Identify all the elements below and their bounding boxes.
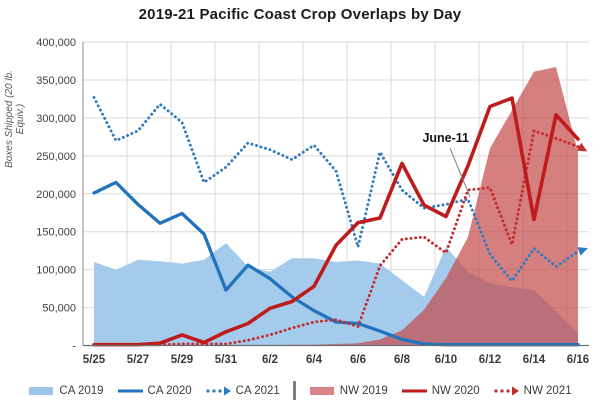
x-axis-labels: 5/25 5/27 5/29 5/31 6/2 6/4 6/6 6/8 6/10 6/12 6/14…	[83, 354, 589, 366]
area-swatch-rect	[29, 386, 54, 395]
area-swatch-icon	[29, 386, 54, 395]
y-tick-label: 200,000	[36, 189, 76, 201]
legend-item-ca-2021: CA 2021	[205, 385, 280, 397]
area-NW-2019	[94, 67, 578, 346]
line-swatch-icon	[401, 389, 427, 392]
y-tick-label: 300,000	[36, 113, 76, 125]
legend-arrow-icon	[223, 386, 231, 395]
legend-item-ca-2020: CA 2020	[117, 385, 192, 397]
legend-divider	[292, 381, 296, 400]
ca-2021-arrow-icon	[577, 247, 588, 256]
x-tick-label: 6/10	[435, 354, 457, 366]
line-NW-2020	[92, 96, 580, 347]
dot	[206, 388, 210, 393]
x-tick-label: 5/29	[171, 354, 193, 366]
line-NW-2021	[92, 129, 580, 347]
dotted-line-swatch-icon	[494, 386, 519, 395]
x-tick-label: 6/4	[306, 354, 323, 366]
legend-item-nw-2020: NW 2020	[401, 385, 480, 397]
legend-item-label: CA 2021	[235, 384, 280, 397]
legend-item-label: NW 2020	[431, 384, 480, 397]
line-CA-2020	[92, 180, 580, 347]
chart-legend: CA 2019 CA 2020 CA 2021 NW 2019 NW 2020 NW 20…	[0, 381, 600, 400]
legend-item-nw-2019: NW 2019	[309, 385, 388, 397]
line-CA-2021	[92, 95, 580, 283]
y-tick-label: -	[72, 341, 76, 353]
legend-item-label: NW 2021	[523, 384, 572, 397]
dot	[212, 388, 216, 393]
x-tick-label: 6/6	[350, 354, 366, 366]
annotation-june-11: June-11	[422, 131, 471, 197]
annotation-leader-line	[449, 147, 471, 197]
x-tick-label: 6/16	[567, 354, 589, 366]
line-swatch-icon	[117, 389, 143, 392]
x-tick-label: 5/27	[127, 354, 149, 366]
x-tick-label: 6/14	[523, 354, 546, 366]
area-swatch-icon	[309, 386, 334, 395]
area-swatch-rect	[309, 386, 334, 395]
dot	[506, 388, 510, 393]
y-tick-label: 100,000	[36, 265, 76, 277]
legend-item-label: CA 2019	[59, 384, 104, 397]
dot	[494, 388, 498, 393]
nw-2021-arrow-icon	[576, 142, 588, 152]
x-tick-label: 6/2	[262, 354, 278, 366]
annotation-label: June-11	[422, 131, 469, 145]
legend-item-label: NW 2019	[339, 384, 388, 397]
y-axis-labels: - 50,000 100,000 150,000 200,000 250,000 300,0…	[36, 37, 76, 353]
y-tick-label: 250,000	[36, 151, 76, 163]
dotted-line-swatch-icon	[206, 386, 231, 395]
legend-item-ca-2019: CA 2019	[28, 384, 104, 397]
x-tick-label: 5/25	[83, 354, 106, 366]
legend-arrow-icon	[511, 386, 519, 395]
y-tick-label: 150,000	[36, 227, 76, 239]
x-tick-label: 6/8	[394, 354, 411, 366]
legend-item-nw-2021: NW 2021	[493, 385, 572, 397]
y-tick-label: 350,000	[36, 75, 76, 87]
x-tick-label: 6/12	[479, 354, 501, 366]
dot	[218, 388, 222, 393]
y-tick-label: 50,000	[42, 303, 76, 315]
x-tick-label: 5/31	[215, 354, 238, 366]
y-tick-label: 400,000	[36, 37, 76, 49]
dot	[500, 388, 504, 393]
legend-item-label: CA 2020	[147, 384, 192, 397]
chart-title: 2019-21 Pacific Coast Crop Overlaps by D…	[138, 6, 462, 23]
